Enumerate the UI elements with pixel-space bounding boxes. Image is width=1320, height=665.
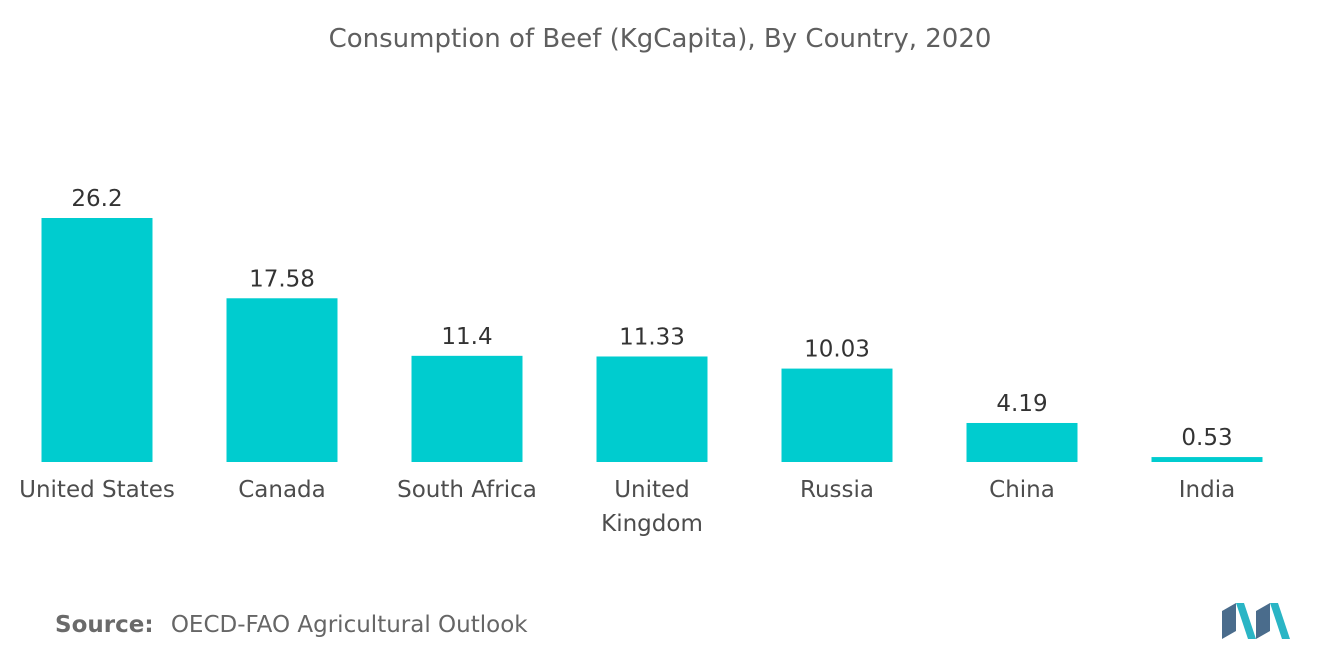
data-label: 11.4	[441, 324, 492, 350]
category-label: United	[614, 477, 690, 503]
category-label: Russia	[800, 477, 874, 503]
data-label: 17.58	[249, 266, 315, 292]
data-label: 0.53	[1181, 425, 1232, 451]
bar-china	[966, 422, 1078, 462]
source-note: Source: OECD-FAO Agricultural Outlook	[55, 612, 528, 638]
brand-logo-icon	[1222, 603, 1290, 639]
bar-india	[1151, 457, 1263, 462]
data-label: 26.2	[71, 186, 122, 212]
data-label: 10.03	[804, 337, 870, 363]
category-label: China	[989, 477, 1055, 503]
bar-united-states	[41, 218, 153, 462]
data-label: 11.33	[619, 324, 685, 350]
bar-chart: 26.2 United States 17.58 Canada 11.4 South Af…	[19, 186, 1263, 537]
bar-south-africa	[411, 355, 523, 462]
bar-united-kingdom	[596, 356, 708, 462]
bar-canada	[226, 298, 338, 462]
source-label: Source:	[55, 612, 154, 638]
bar-russia	[781, 368, 893, 462]
source-text: OECD-FAO Agricultural Outlook	[170, 612, 528, 638]
data-label: 4.19	[996, 391, 1047, 417]
chart-title: Consumption of Beef (KgCapita), By Count…	[328, 24, 992, 54]
category-label: United States	[19, 477, 175, 503]
category-label: India	[1179, 477, 1235, 503]
category-label: Canada	[238, 477, 326, 503]
category-label: Kingdom	[601, 511, 703, 537]
category-label: South Africa	[397, 477, 537, 503]
